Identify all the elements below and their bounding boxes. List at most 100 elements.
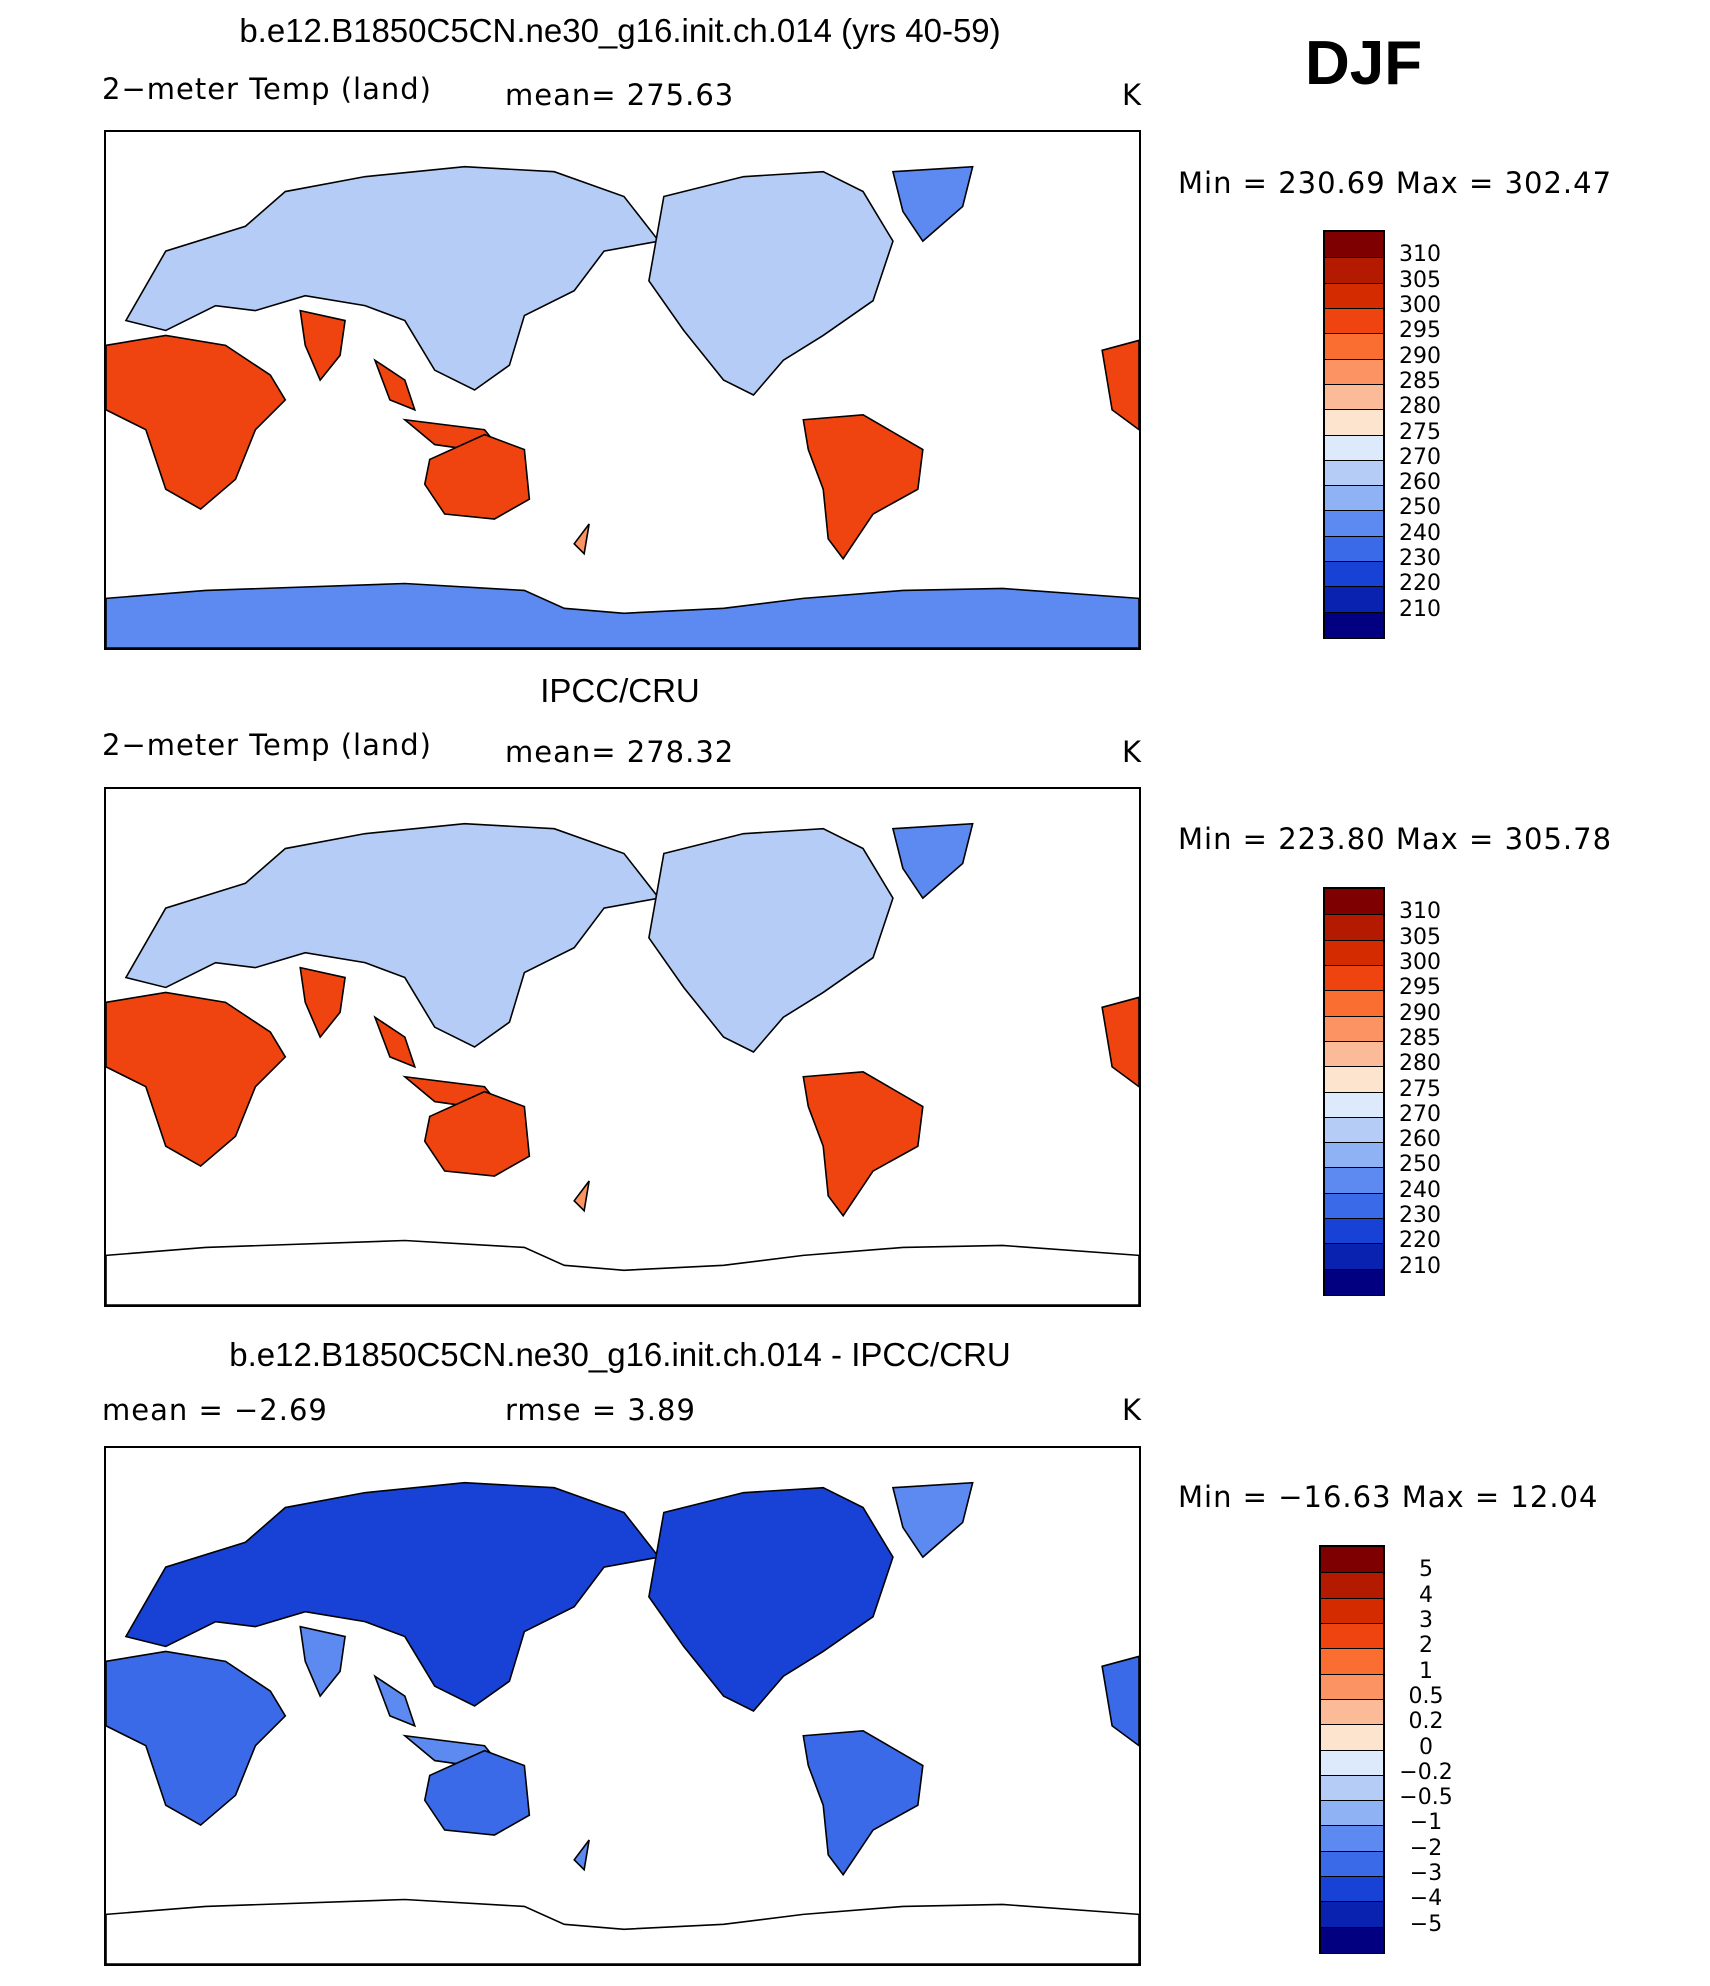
- panel-3-units-label: K: [1122, 1393, 1143, 1427]
- colorbar-tick-label: 295: [1399, 975, 1441, 1001]
- colorbar-swatch: [1321, 1825, 1383, 1852]
- colorbar-tick-label: 280: [1399, 394, 1441, 420]
- colorbar-tick-label: 5: [1419, 1557, 1433, 1583]
- landmass-africa: [106, 334, 287, 511]
- colorbar-swatch: [1321, 1724, 1383, 1750]
- panel-1-units-label: K: [1122, 78, 1143, 112]
- colorbar-swatch: [1325, 1218, 1383, 1244]
- colorbar-swatch: [1325, 1091, 1383, 1118]
- landmass-w-africa: [1101, 996, 1139, 1088]
- colorbar-swatch: [1321, 1673, 1383, 1700]
- landmass-africa: [106, 1650, 287, 1827]
- colorbar-tick-label: 295: [1399, 318, 1441, 344]
- colorbar-tick-label: −5: [1409, 1911, 1443, 1937]
- colorbar-swatch: [1325, 307, 1383, 334]
- colorbar-tick-label: 275: [1399, 1076, 1441, 1102]
- colorbar-tick-label: 4: [1419, 1582, 1433, 1608]
- colorbar-swatch: [1325, 939, 1383, 966]
- landmass-antarctica: [106, 1239, 1139, 1305]
- colorbar-tick-label: 275: [1399, 419, 1441, 445]
- colorbar-tick-label: −0.2: [1399, 1759, 1453, 1785]
- colorbar-swatch: [1321, 1901, 1383, 1928]
- landmass-europe-asia: [124, 165, 661, 391]
- panel-2-title: IPCC/CRU: [540, 672, 700, 709]
- landmass-w-africa: [1101, 1655, 1139, 1747]
- colorbar-swatch: [1325, 535, 1383, 562]
- colorbar-swatch: [1325, 1040, 1383, 1067]
- landmass-s-america: [802, 1729, 924, 1877]
- panel-3-minmax-label: Min = −16.63 Max = 12.04: [1178, 1480, 1599, 1514]
- landmass-australia: [423, 433, 531, 520]
- colorbar-swatch: [1325, 1015, 1383, 1042]
- colorbar-tick-label: 0.2: [1408, 1709, 1444, 1735]
- colorbar-swatch: [1321, 1547, 1383, 1573]
- colorbar-tick-label: 310: [1399, 899, 1441, 925]
- colorbar-tick-label: 230: [1399, 1203, 1441, 1229]
- panel-1-mean-label: mean= 275.63: [505, 78, 735, 112]
- colorbar-tick-label: 210: [1399, 596, 1441, 622]
- colorbar-swatch: [1321, 1698, 1383, 1725]
- colorbar-tick-label: 310: [1399, 242, 1441, 268]
- colorbar-tick-label: 240: [1399, 520, 1441, 546]
- panel-2-units-label: K: [1122, 735, 1143, 769]
- colorbar-swatch: [1325, 964, 1383, 991]
- colorbar-swatch: [1325, 561, 1383, 587]
- colorbar-swatch: [1325, 1268, 1383, 1295]
- colorbar-tick-label: 285: [1399, 368, 1441, 394]
- panel-2-map: [104, 787, 1141, 1307]
- colorbar-tick-label: 300: [1399, 292, 1441, 318]
- panel-1-map: [104, 130, 1141, 650]
- landmass-greenland: [891, 1481, 974, 1559]
- colorbar-tick-label: 220: [1399, 1228, 1441, 1254]
- panel-1-title: b.e12.B1850C5CN.ne30_g16.init.ch.014 (yr…: [239, 12, 1001, 49]
- panel-3-title: b.e12.B1850C5CN.ne30_g16.init.ch.014 - I…: [229, 1336, 1011, 1373]
- colorbar-tick-label: 260: [1399, 470, 1441, 496]
- panel-3-rmse-label: rmse = 3.89: [505, 1393, 696, 1427]
- colorbar-swatch: [1325, 434, 1383, 461]
- colorbar-swatch: [1325, 1142, 1383, 1168]
- colorbar-tick-label: 300: [1399, 949, 1441, 975]
- colorbar-tick-label: 250: [1399, 495, 1441, 521]
- colorbar-swatch: [1321, 1850, 1383, 1877]
- colorbar-tick-label: −2: [1409, 1835, 1443, 1861]
- colorbar-tick-label: 0: [1419, 1734, 1433, 1760]
- colorbar-tick-label: 280: [1399, 1051, 1441, 1077]
- panel-3-map: [104, 1446, 1141, 1966]
- colorbar-swatch: [1321, 1572, 1383, 1599]
- colorbar-swatch: [1321, 1622, 1383, 1649]
- colorbar-swatch: [1325, 586, 1383, 613]
- colorbar-swatch: [1325, 257, 1383, 284]
- colorbar-swatch: [1325, 358, 1383, 385]
- landmass-w-africa: [1101, 339, 1139, 431]
- colorbar-tick-label: 260: [1399, 1127, 1441, 1153]
- panel-2-variable-label: 2−meter Temp (land): [102, 728, 432, 762]
- landmass-india: [299, 309, 346, 382]
- colorbar-tick-label: −3: [1409, 1861, 1443, 1887]
- world-map: [106, 165, 1139, 648]
- colorbar-tick-label: 210: [1399, 1253, 1441, 1279]
- landmass-australia: [423, 1749, 531, 1836]
- colorbar-tick-label: 220: [1399, 571, 1441, 597]
- colorbar-tick-label: 290: [1399, 1000, 1441, 1026]
- colorbar-swatch: [1325, 1167, 1383, 1194]
- colorbar-tick-label: 305: [1399, 924, 1441, 950]
- landmass-africa: [106, 991, 287, 1168]
- colorbar-swatch: [1325, 1243, 1383, 1270]
- colorbar-swatch: [1325, 459, 1383, 486]
- colorbar-swatch: [1325, 409, 1383, 435]
- colorbar-swatch: [1325, 1116, 1383, 1143]
- panel-2-mean-label: mean= 278.32: [505, 735, 735, 769]
- panel-2-minmax-label: Min = 223.80 Max = 305.78: [1178, 822, 1613, 856]
- colorbar-tick-label: 1: [1419, 1658, 1433, 1684]
- colorbar-tick-label: 240: [1399, 1177, 1441, 1203]
- panel-2-colorbar: [1323, 887, 1385, 1296]
- colorbar-swatch: [1325, 333, 1383, 360]
- colorbar-tick-label: 285: [1399, 1025, 1441, 1051]
- colorbar-tick-label: 0.5: [1408, 1683, 1444, 1709]
- panel-1-variable-label: 2−meter Temp (land): [102, 72, 432, 106]
- landmass-greenland: [891, 165, 974, 243]
- world-map: [106, 822, 1139, 1305]
- landmass-europe-asia: [124, 822, 661, 1048]
- colorbar-tick-label: 270: [1399, 1101, 1441, 1127]
- colorbar-swatch: [1321, 1597, 1383, 1624]
